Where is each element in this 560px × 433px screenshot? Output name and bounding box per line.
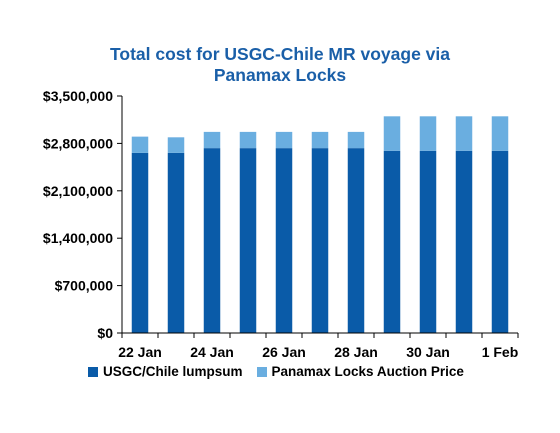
legend-item-auction: Panamax Locks Auction Price xyxy=(256,364,464,379)
y-tick-label-0: $0 xyxy=(97,325,113,341)
y-tick-label-1: $700,000 xyxy=(55,278,114,294)
x-tick-label-0: 22 Jan xyxy=(118,344,162,360)
bar-auction-1 xyxy=(131,136,149,153)
bar-auction-9 xyxy=(419,116,437,151)
chart-title-line-1: Total cost for USGC-Chile MR voyage via xyxy=(109,44,450,64)
legend-swatch-lumpsum xyxy=(88,366,98,377)
y-tick-label-4: $2,800,000 xyxy=(43,135,113,151)
bar-lumpsum-4 xyxy=(239,148,257,333)
bar-lumpsum-2 xyxy=(167,152,185,333)
legend-label-lumpsum: USGC/Chile lumpsum xyxy=(103,364,243,379)
bar-auction-10 xyxy=(455,116,473,151)
x-tick-label-1: 24 Jan xyxy=(190,344,234,360)
bar-auction-4 xyxy=(239,131,257,149)
bar-lumpsum-10 xyxy=(455,150,473,333)
bar-lumpsum-3 xyxy=(203,148,221,333)
y-tick-label-2: $1,400,000 xyxy=(43,230,113,246)
chart-title: Total cost for USGC-Chile MR voyage via … xyxy=(0,44,560,86)
bar-lumpsum-8 xyxy=(383,150,401,333)
x-tick-label-3: 28 Jan xyxy=(334,344,378,360)
bar-lumpsum-5 xyxy=(275,148,293,333)
bar-auction-7 xyxy=(347,131,365,149)
bar-lumpsum-11 xyxy=(491,150,509,333)
bar-auction-5 xyxy=(275,131,293,149)
y-tick-label-5: $3,500,000 xyxy=(43,88,113,104)
legend: USGC/Chile lumpsum Panamax Locks Auction… xyxy=(88,364,478,379)
x-tick-label-4: 30 Jan xyxy=(406,344,450,360)
legend-swatch-auction xyxy=(256,366,267,377)
bar-lumpsum-9 xyxy=(419,150,437,333)
x-tick-label-5: 1 Feb xyxy=(482,344,519,360)
legend-item-lumpsum: USGC/Chile lumpsum xyxy=(88,364,243,379)
bar-auction-2 xyxy=(167,137,185,153)
bar-auction-6 xyxy=(311,131,329,149)
bar-auction-3 xyxy=(203,131,221,149)
chart-title-line-2: Panamax Locks xyxy=(213,65,347,85)
x-tick-label-2: 26 Jan xyxy=(262,344,306,360)
bar-auction-11 xyxy=(491,116,509,151)
y-tick-label-3: $2,100,000 xyxy=(43,183,113,199)
bar-auction-8 xyxy=(383,116,401,151)
legend-label-auction: Panamax Locks Auction Price xyxy=(271,364,464,379)
bar-lumpsum-1 xyxy=(131,152,149,333)
bar-lumpsum-7 xyxy=(347,148,365,333)
bar-lumpsum-6 xyxy=(311,148,329,333)
